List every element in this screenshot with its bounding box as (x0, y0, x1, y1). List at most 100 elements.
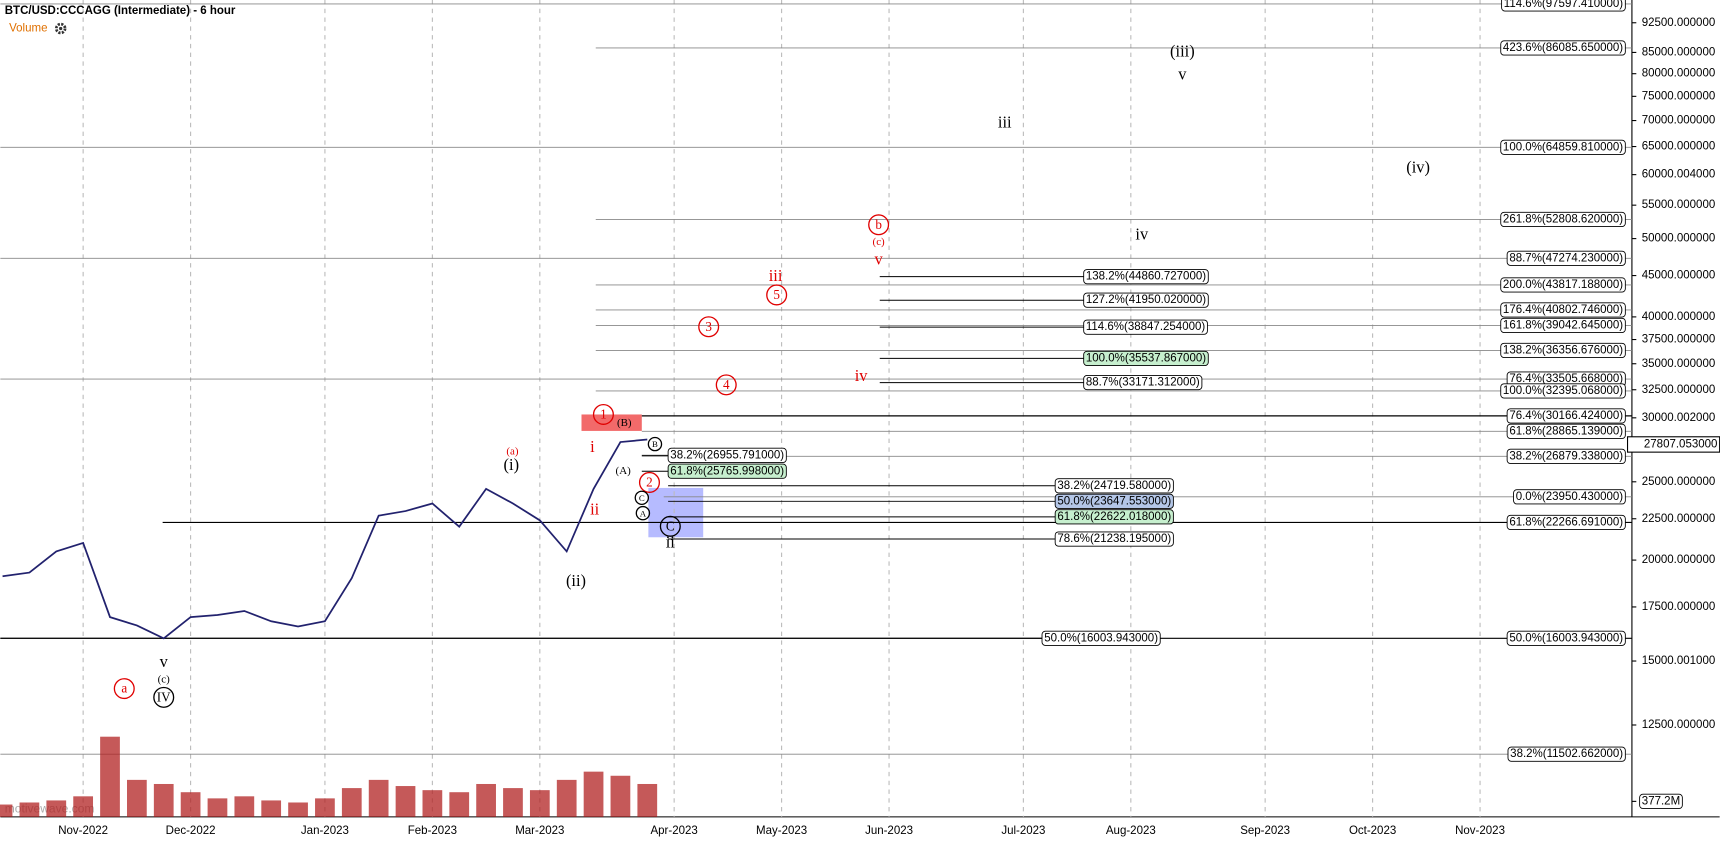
wave-label: i (590, 437, 595, 456)
volume-bar (46, 800, 67, 817)
y-tick-label: 55000.000000 (1642, 199, 1716, 211)
wave-label: 2 (646, 475, 653, 490)
y-tick-label: 60000.004000 (1642, 169, 1716, 181)
fib-level-label-group: 61.8%(28865.139000) (1506, 423, 1626, 439)
fib-level-label-box (1500, 317, 1626, 333)
volume-bar (476, 783, 496, 817)
volume-bar (261, 800, 282, 817)
fib-level-label: 38.2%(26879.338000) (1509, 450, 1623, 462)
wave-label: v (875, 250, 884, 269)
fib-level-label: 50.0%(16003.943000) (1044, 632, 1158, 644)
y-tick-label: 17500.000000 (1642, 601, 1716, 613)
y-tick-label: 37500.000000 (1642, 334, 1716, 346)
fib-level-label-group: 88.7%(47274.230000) (1506, 250, 1626, 266)
fib-level-label-group: 38.2%(24719.580000) (1054, 478, 1174, 494)
fib-level-label-box (1083, 350, 1209, 366)
fib-level-label-box (667, 447, 787, 463)
fib-level-label-box (1041, 630, 1161, 646)
wave-label: b (875, 217, 882, 232)
fib-level-label-group: 161.8%(39042.645000) (1500, 317, 1626, 333)
fib-level-label: 50.0%(23647.553000) (1057, 495, 1171, 507)
volume-label: Volume (9, 23, 47, 35)
y2-tick-label-box (1639, 793, 1683, 809)
wave-circle (635, 505, 651, 521)
wave-circle (113, 678, 135, 700)
fib-level-label: 61.8%(22266.691000) (1509, 516, 1623, 528)
wave-label: 1 (600, 407, 607, 422)
wave-circle (638, 471, 661, 493)
wave-circle (698, 316, 720, 338)
fib-level-label-box (1054, 531, 1174, 547)
fib-level-label-box (1500, 40, 1626, 56)
fib-level-label-group: 100.0%(35537.867000) (1083, 350, 1209, 366)
y2-tick-label: 377.2M (1642, 795, 1680, 807)
fib-level-label-group: 38.2%(26955.791000) (667, 447, 787, 463)
fib-level-label-group: 200.0%(43817.188000) (1500, 277, 1626, 293)
fib-level-label-group: 261.8%(52808.620000) (1500, 211, 1626, 227)
fib-level-label-box (1507, 746, 1626, 762)
fib-level-label-box (1513, 489, 1626, 505)
fib-level-label-box (1506, 514, 1626, 530)
fib-level-label: 61.8%(28865.139000) (1509, 425, 1623, 437)
x-tick-label: Jul-2023 (1001, 825, 1045, 837)
x-tick-label: Dec-2022 (166, 825, 216, 837)
volume-bar (0, 804, 13, 817)
wave-label: (iv) (1406, 158, 1430, 177)
x-tick-label: Nov-2022 (58, 825, 108, 837)
y-tick-label: 35000.000000 (1642, 358, 1716, 370)
volume-bar (127, 779, 147, 817)
fib-level-label-box (1500, 139, 1626, 155)
x-tick-label: Mar-2023 (515, 825, 564, 837)
volume-bar (207, 798, 228, 817)
wave-circle (766, 284, 788, 306)
volume-bar (100, 736, 120, 817)
price-line (2, 438, 648, 640)
fib-level-label-box (1500, 383, 1626, 399)
wave-label: a (121, 681, 127, 696)
fib-level-label: 423.6%(86085.650000) (1503, 42, 1623, 54)
fib-level-label: 200.0%(43817.188000) (1503, 279, 1623, 291)
target-zone-red (581, 414, 642, 431)
fib-level-label-box (1083, 269, 1209, 285)
fib-level-label-group: 138.2%(44860.727000) (1083, 269, 1209, 285)
y-tick-label: 45000.000000 (1642, 270, 1716, 282)
fib-level-label-box (1083, 319, 1208, 335)
wave-label: (c) (158, 673, 171, 685)
wave-label: (ii) (566, 571, 586, 590)
fib-level-label: 138.2%(44860.727000) (1086, 271, 1206, 283)
x-tick-label: Jun-2023 (865, 825, 913, 837)
y-tick-label: 15000.001000 (1642, 655, 1716, 667)
wave-label: IV (157, 689, 171, 704)
x-tick-label: Nov-2023 (1455, 825, 1505, 837)
volume-bar (368, 779, 389, 817)
fib-level-label: 38.2%(11502.662000) (1510, 748, 1623, 760)
volume-bar (503, 788, 523, 817)
volume-bar (180, 792, 201, 817)
fib-level-label: 61.8%(25765.998000) (670, 465, 784, 477)
y-tick-label: 32500.000000 (1642, 384, 1716, 396)
fib-level-label: 114.6%(38847.254000) (1086, 321, 1206, 333)
x-tick-label: Apr-2023 (650, 825, 697, 837)
settings-icon[interactable] (54, 22, 67, 35)
wave-label: C (666, 518, 675, 533)
volume-bar (288, 802, 308, 817)
y-tick-label: 65000.000000 (1642, 141, 1716, 153)
y-tick-label: 22500.000000 (1642, 513, 1716, 525)
fib-level-label-group: 76.4%(33505.668000) (1506, 371, 1626, 387)
wave-label: (B) (617, 417, 632, 429)
wave-label: A (640, 508, 647, 518)
y-tick-label: 25000.000000 (1642, 476, 1716, 488)
volume-bar (529, 790, 550, 817)
fib-level-label-box (1506, 408, 1626, 424)
y-tick-label: 40000.000000 (1642, 311, 1716, 323)
volume-bar (395, 786, 416, 817)
x-tick-label: Aug-2023 (1106, 825, 1156, 837)
fib-level-label: 100.0%(35537.867000) (1086, 352, 1206, 364)
fib-level-label: 76.4%(33505.668000) (1509, 373, 1623, 385)
fib-level-label: 38.2%(24719.580000) (1057, 480, 1171, 492)
target-zone-blue (648, 487, 704, 538)
fib-level-label: 88.7%(47274.230000) (1509, 252, 1623, 264)
wave-circle (715, 374, 737, 396)
